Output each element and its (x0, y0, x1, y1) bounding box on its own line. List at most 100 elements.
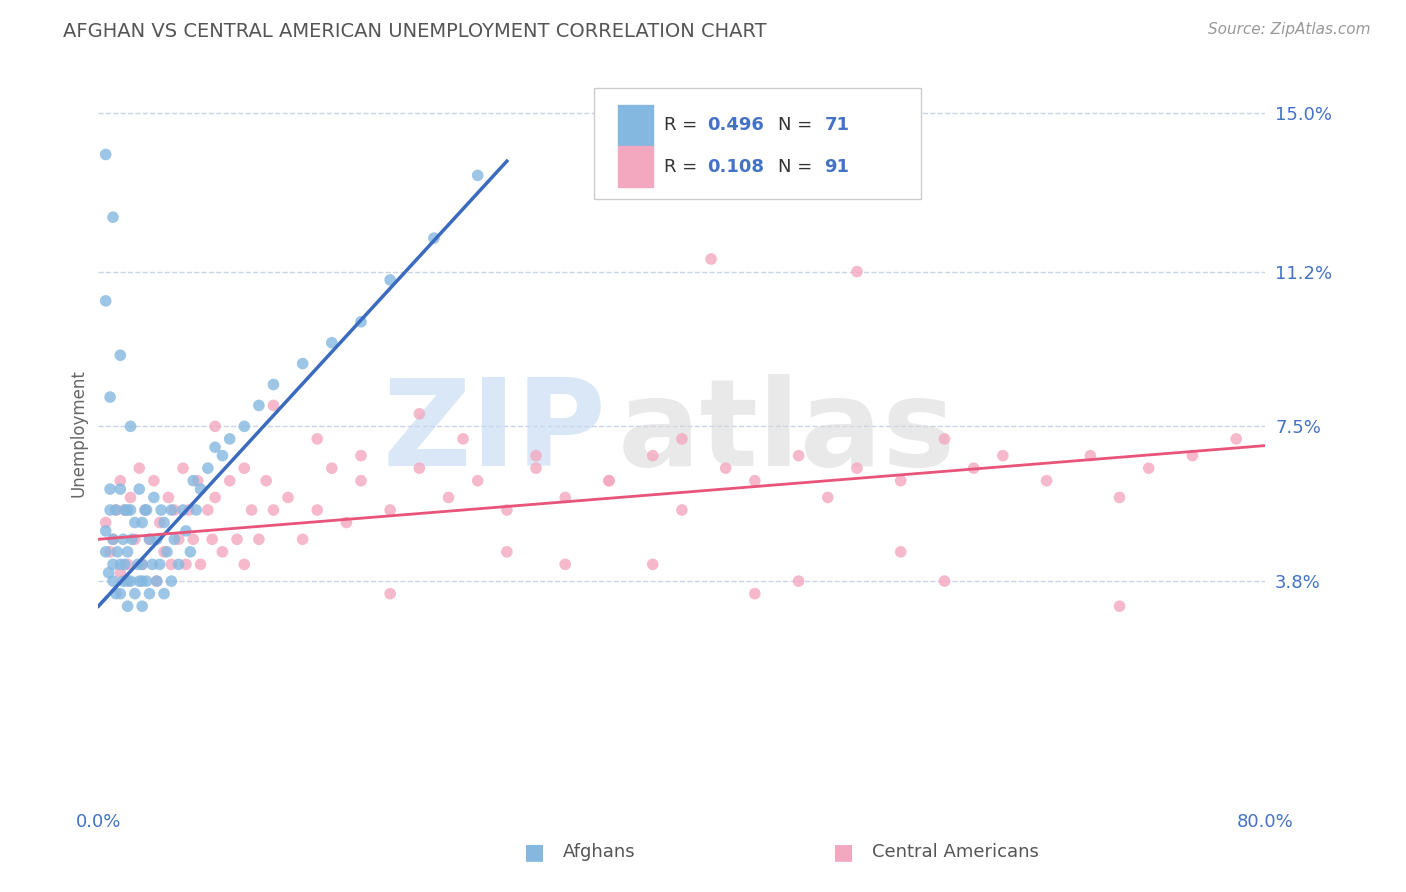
Point (190, 482, 212, 496)
Point (186, 503, 208, 517)
Point (226, 533, 249, 547)
Text: AFGHAN VS CENTRAL AMERICAN UNEMPLOYMENT CORRELATION CHART: AFGHAN VS CENTRAL AMERICAN UNEMPLOYMENT … (63, 22, 766, 41)
Point (218, 474, 240, 488)
Point (98, 545, 121, 559)
Point (120, 419, 142, 434)
Point (114, 503, 136, 517)
Point (247, 533, 270, 547)
Point (1108, 599, 1130, 614)
Point (846, 461, 869, 475)
Point (141, 558, 163, 572)
Point (890, 474, 912, 488)
Point (110, 474, 132, 488)
Point (101, 533, 124, 547)
Text: N =: N = (778, 158, 818, 176)
Point (117, 558, 139, 572)
Point (467, 474, 489, 488)
Point (350, 449, 373, 463)
Y-axis label: Unemployment: Unemployment (69, 368, 87, 497)
Point (247, 399, 270, 413)
Text: Afghans: Afghans (562, 843, 636, 861)
Point (150, 503, 173, 517)
Point (172, 503, 194, 517)
Point (321, 335, 343, 350)
Point (98, 503, 121, 517)
Point (94, 545, 117, 559)
Point (496, 503, 519, 517)
Point (112, 533, 135, 547)
Point (124, 516, 146, 530)
Point (172, 461, 194, 475)
Point (135, 503, 157, 517)
Bar (617, 146, 652, 187)
Point (131, 558, 153, 572)
Point (120, 491, 142, 505)
Point (97, 566, 120, 580)
Point (181, 474, 204, 488)
Point (156, 545, 179, 559)
Point (117, 503, 139, 517)
Point (101, 558, 124, 572)
Point (211, 545, 233, 559)
Point (131, 516, 153, 530)
Point (890, 545, 912, 559)
Text: ZIP: ZIP (382, 374, 606, 491)
Point (101, 533, 124, 547)
Point (240, 503, 263, 517)
Point (135, 574, 157, 588)
Point (962, 461, 984, 475)
Point (437, 491, 460, 505)
Point (167, 558, 190, 572)
Point (117, 574, 139, 588)
Point (307, 503, 329, 517)
Point (262, 377, 284, 392)
Point (291, 533, 314, 547)
Point (138, 533, 160, 547)
Point (262, 399, 284, 413)
Point (138, 587, 160, 601)
Text: R =: R = (665, 158, 703, 176)
Point (307, 432, 329, 446)
Point (134, 503, 156, 517)
Point (423, 231, 446, 245)
Point (177, 503, 200, 517)
Point (179, 545, 201, 559)
Point (744, 587, 766, 601)
Point (174, 524, 197, 538)
Point (142, 491, 165, 505)
Point (204, 440, 226, 454)
Point (204, 491, 226, 505)
Text: Source: ZipAtlas.com: Source: ZipAtlas.com (1208, 22, 1371, 37)
Point (233, 419, 256, 434)
Point (1080, 449, 1102, 463)
Point (277, 491, 299, 505)
Point (149, 516, 172, 530)
Point (350, 315, 373, 329)
Point (218, 432, 240, 446)
Point (190, 558, 212, 572)
Point (101, 574, 124, 588)
Text: 71: 71 (824, 116, 849, 134)
Point (124, 587, 146, 601)
Point (598, 474, 620, 488)
Point (174, 558, 197, 572)
Point (321, 461, 343, 475)
Point (197, 503, 219, 517)
Point (105, 545, 128, 559)
Point (554, 491, 576, 505)
Point (163, 503, 186, 517)
Point (117, 545, 139, 559)
Text: 91: 91 (824, 158, 849, 176)
Point (1225, 432, 1247, 446)
Point (233, 461, 256, 475)
Point (110, 566, 132, 580)
Point (671, 432, 693, 446)
Bar (617, 105, 652, 145)
Text: 0.108: 0.108 (707, 158, 765, 176)
Point (120, 574, 142, 588)
Point (1137, 461, 1160, 475)
Point (233, 558, 256, 572)
Point (121, 533, 143, 547)
Point (128, 574, 150, 588)
Point (197, 461, 219, 475)
